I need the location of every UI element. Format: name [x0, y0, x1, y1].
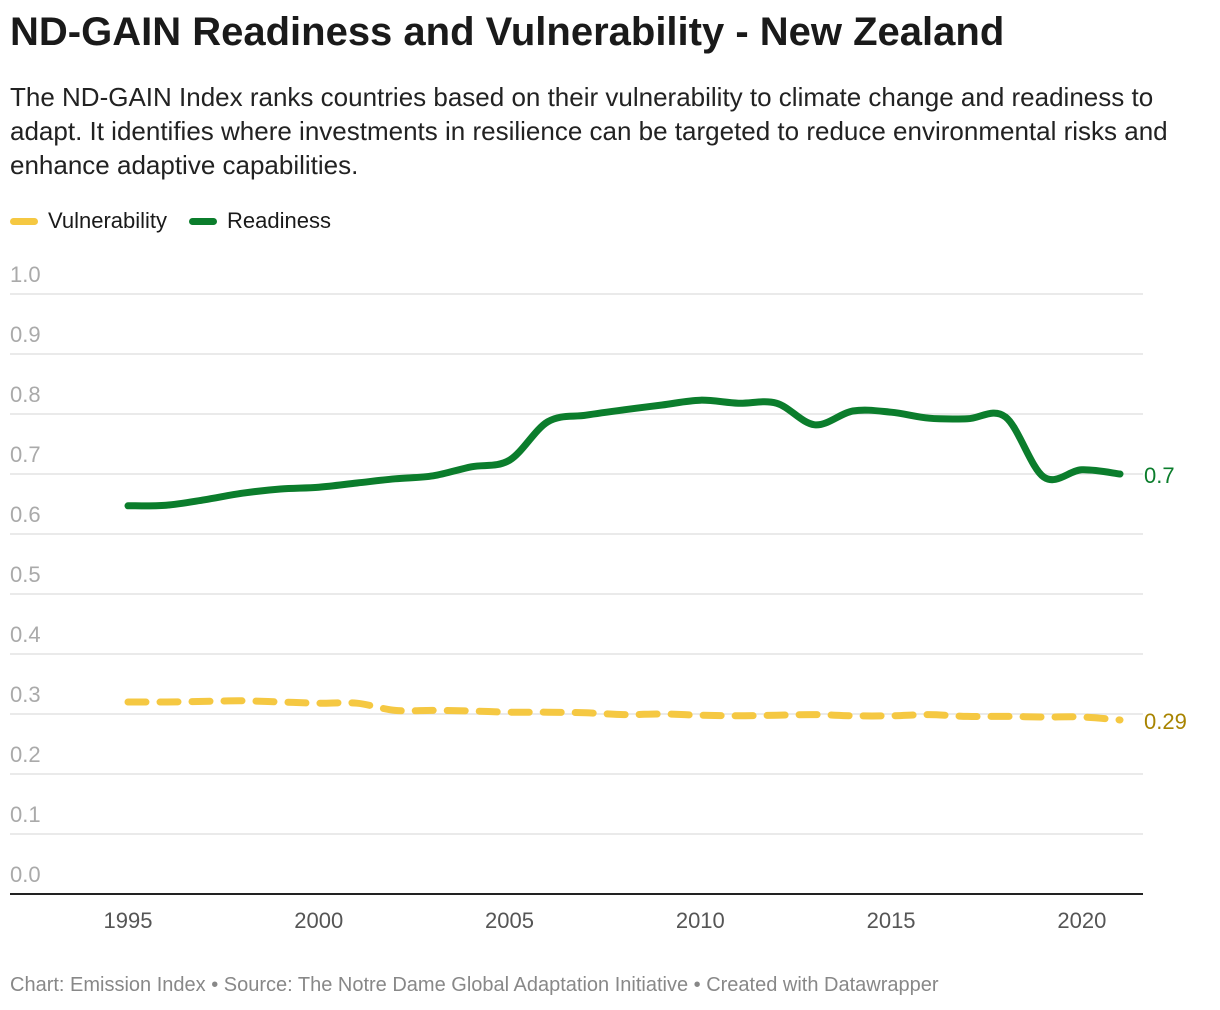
y-tick-label: 0.7	[10, 442, 41, 467]
x-tick-label: 1995	[104, 908, 153, 933]
chart-subtitle: The ND-GAIN Index ranks countries based …	[10, 82, 1168, 180]
x-tick-label: 2015	[867, 908, 916, 933]
legend-item: Vulnerability	[10, 208, 167, 234]
chart-title: ND-GAIN Readiness and Vulnerability - Ne…	[10, 10, 1005, 54]
legend-label: Readiness	[227, 208, 331, 233]
y-tick-label: 0.1	[10, 802, 41, 827]
legend-swatch	[10, 217, 38, 225]
legend-swatch	[189, 217, 218, 225]
legend: Vulnerability Readiness	[10, 208, 331, 234]
y-tick-label: 0.0	[10, 862, 41, 887]
y-tick-label: 0.8	[10, 382, 41, 407]
y-tick-label: 0.6	[10, 502, 41, 527]
legend-item: Readiness	[189, 208, 331, 234]
end-label: 0.29	[1144, 709, 1187, 734]
x-tick-label: 2000	[294, 908, 343, 933]
legend-label: Vulnerability	[48, 208, 168, 233]
series-line	[124, 697, 1124, 724]
x-tick-label: 2010	[676, 908, 725, 933]
y-tick-label: 0.5	[10, 562, 41, 587]
x-tick-label: 2005	[485, 908, 534, 933]
y-tick-label: 0.9	[10, 322, 41, 347]
chart: 0.0 0.1 0.2 0.3 0.4 0.5 0.6 0.7 0.8 0.9 1.0 1995 200…	[10, 262, 1187, 933]
end-label: 0.7	[1144, 463, 1175, 488]
y-tick-label: 0.3	[10, 682, 41, 707]
y-tick-label: 1.0	[10, 262, 41, 287]
y-tick-label: 0.4	[10, 622, 41, 647]
footer: Chart: Emission Index • Source: The Notr…	[10, 974, 939, 996]
y-tick-label: 0.2	[10, 742, 41, 767]
series-line	[124, 396, 1124, 510]
x-tick-label: 2020	[1057, 908, 1106, 933]
